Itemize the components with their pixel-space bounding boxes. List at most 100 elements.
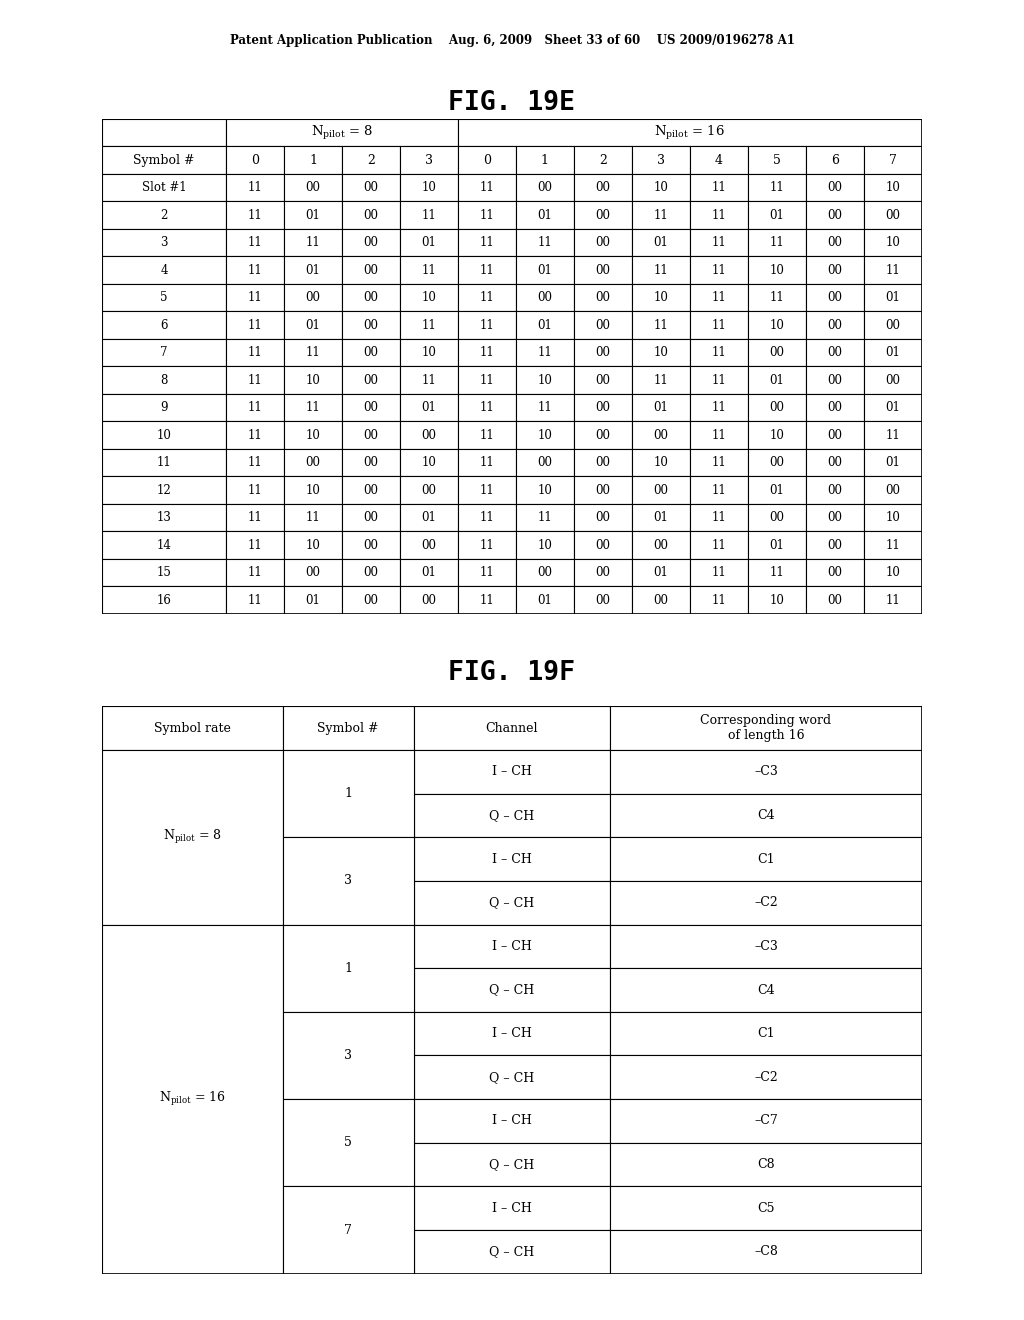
Text: –C3: –C3: [754, 940, 778, 953]
Text: 11: 11: [248, 455, 262, 469]
Text: I – CH: I – CH: [493, 853, 531, 866]
Bar: [400, 147, 458, 174]
Bar: [863, 586, 922, 614]
Bar: [863, 312, 922, 339]
Bar: [632, 421, 690, 449]
Bar: [573, 586, 632, 614]
Bar: [748, 558, 806, 586]
Text: 01: 01: [538, 264, 552, 277]
Text: 3: 3: [344, 1049, 352, 1063]
Text: Symbol #: Symbol #: [317, 722, 379, 734]
Bar: [516, 174, 573, 201]
Bar: [102, 531, 226, 558]
Text: 11: 11: [712, 346, 726, 359]
Text: 00: 00: [364, 455, 379, 469]
Text: 00: 00: [364, 539, 379, 552]
Bar: [400, 312, 458, 339]
Bar: [400, 449, 458, 477]
Bar: [748, 256, 806, 284]
Text: 11: 11: [653, 209, 668, 222]
Bar: [414, 706, 610, 750]
Text: 00: 00: [827, 594, 842, 607]
Bar: [400, 256, 458, 284]
Bar: [226, 256, 284, 284]
Bar: [516, 147, 573, 174]
Bar: [400, 284, 458, 312]
Text: 11: 11: [422, 264, 436, 277]
Bar: [610, 1100, 922, 1143]
Bar: [284, 449, 342, 477]
Text: Q – CH: Q – CH: [489, 896, 535, 909]
Bar: [414, 1187, 610, 1230]
Bar: [284, 504, 342, 531]
Bar: [806, 228, 863, 256]
Text: 00: 00: [422, 539, 436, 552]
Text: 01: 01: [538, 209, 552, 222]
Text: 11: 11: [538, 401, 552, 414]
Bar: [573, 366, 632, 393]
Bar: [690, 366, 748, 393]
Text: 01: 01: [305, 264, 321, 277]
Text: 11: 11: [479, 209, 495, 222]
Bar: [226, 228, 284, 256]
Bar: [806, 201, 863, 228]
Bar: [102, 449, 226, 477]
Bar: [516, 531, 573, 558]
Bar: [573, 339, 632, 366]
Bar: [400, 504, 458, 531]
Bar: [102, 228, 226, 256]
Text: 01: 01: [538, 318, 552, 331]
Text: 00: 00: [769, 455, 784, 469]
Bar: [414, 837, 610, 880]
Bar: [806, 284, 863, 312]
Text: 01: 01: [422, 236, 436, 249]
Bar: [748, 477, 806, 504]
Bar: [414, 1143, 610, 1187]
Bar: [342, 201, 400, 228]
Text: 01: 01: [305, 209, 321, 222]
Text: 11: 11: [653, 374, 668, 387]
Bar: [573, 558, 632, 586]
Bar: [226, 339, 284, 366]
Bar: [284, 586, 342, 614]
Bar: [458, 256, 516, 284]
Bar: [610, 706, 922, 750]
Text: 01: 01: [305, 594, 321, 607]
Bar: [458, 339, 516, 366]
Text: Corresponding word
of length 16: Corresponding word of length 16: [700, 714, 831, 742]
Text: 11: 11: [712, 236, 726, 249]
Bar: [632, 147, 690, 174]
Text: 00: 00: [827, 429, 842, 442]
Bar: [102, 284, 226, 312]
Text: 00: 00: [769, 346, 784, 359]
Bar: [414, 1230, 610, 1274]
Bar: [283, 837, 414, 924]
Text: 11: 11: [712, 539, 726, 552]
Bar: [863, 531, 922, 558]
Bar: [400, 366, 458, 393]
Bar: [610, 837, 922, 880]
Text: 10: 10: [305, 483, 321, 496]
Bar: [284, 421, 342, 449]
Text: 10: 10: [538, 483, 552, 496]
Bar: [690, 421, 748, 449]
Bar: [284, 147, 342, 174]
Text: 00: 00: [595, 264, 610, 277]
Bar: [806, 339, 863, 366]
Text: 10: 10: [769, 594, 784, 607]
Text: 00: 00: [538, 455, 552, 469]
Text: 10: 10: [653, 181, 669, 194]
Text: 01: 01: [653, 511, 669, 524]
Text: 00: 00: [364, 566, 379, 579]
Bar: [806, 366, 863, 393]
Text: 00: 00: [827, 181, 842, 194]
Bar: [283, 1187, 414, 1274]
Text: C5: C5: [757, 1201, 775, 1214]
Bar: [632, 558, 690, 586]
Bar: [102, 256, 226, 284]
Bar: [226, 119, 458, 147]
Bar: [102, 312, 226, 339]
Text: 01: 01: [769, 483, 784, 496]
Text: 01: 01: [422, 511, 436, 524]
Text: 11: 11: [248, 346, 262, 359]
